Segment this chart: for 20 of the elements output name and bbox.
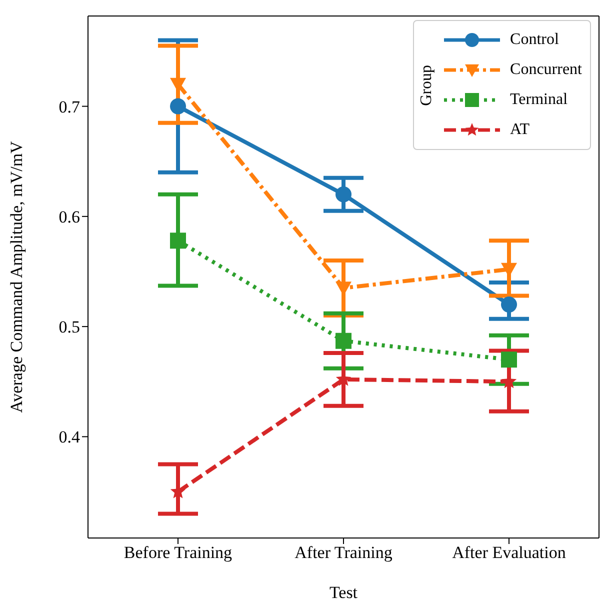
y-tick-label: 0.7 bbox=[58, 97, 80, 116]
point bbox=[501, 296, 517, 313]
legend-label: AT bbox=[510, 121, 530, 139]
x-tick-label: Before Training bbox=[124, 543, 233, 562]
y-tick-label: 0.4 bbox=[58, 428, 80, 447]
y-tick-label: 0.5 bbox=[58, 318, 80, 337]
point bbox=[336, 186, 352, 202]
x-tick-label: After Evaluation bbox=[452, 543, 566, 562]
x-axis-title: Test bbox=[329, 583, 358, 602]
y-axis-title: Average Command Amplitude, mV/mV bbox=[7, 140, 26, 413]
point bbox=[501, 352, 517, 368]
legend-label: Concurrent bbox=[510, 61, 582, 79]
x-tick-label: After Training bbox=[294, 543, 393, 562]
point bbox=[170, 98, 186, 114]
legend-label: Control bbox=[510, 31, 559, 49]
point bbox=[170, 232, 186, 249]
point bbox=[336, 332, 352, 349]
legend-title: Group bbox=[418, 64, 436, 106]
legend-label: Terminal bbox=[510, 91, 568, 109]
y-tick-label: 0.6 bbox=[58, 207, 80, 226]
